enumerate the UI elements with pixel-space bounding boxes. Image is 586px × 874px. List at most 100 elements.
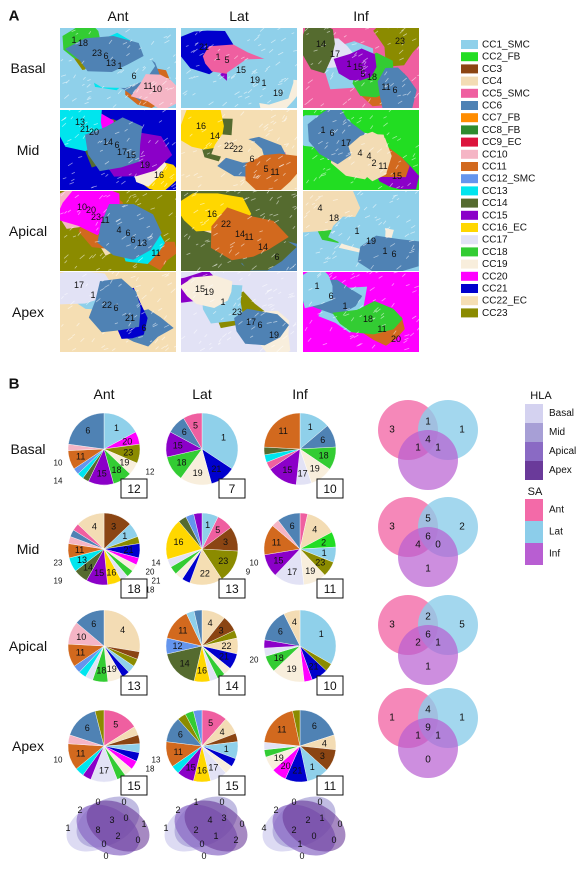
- pie-slice-label: 19: [107, 664, 117, 674]
- cluster-count-box: [316, 775, 344, 796]
- tissue-speckle: [60, 191, 65, 197]
- cluster-number: 1: [382, 246, 387, 256]
- tissue-speckle: [332, 250, 336, 255]
- legend-swatch: [461, 210, 478, 220]
- tissue-speckle: [322, 168, 326, 170]
- legend-label: CC9_EC: [482, 137, 521, 148]
- tissue-speckle: [136, 303, 142, 308]
- cluster-count-box: [316, 478, 344, 499]
- tissue-speckle: [207, 284, 214, 288]
- tissue-speckle: [373, 310, 378, 313]
- pie-slice-label: 6: [178, 730, 183, 740]
- cluster-number: 11: [244, 232, 253, 242]
- tissue-speckle: [217, 137, 221, 140]
- tissue-speckle: [101, 279, 105, 282]
- tissue-speckle: [404, 233, 410, 237]
- tissue-speckle: [230, 245, 234, 249]
- tissue-speckle: [326, 28, 330, 30]
- tissue-speckle: [135, 198, 139, 203]
- pie-outside-label: 14: [54, 477, 63, 486]
- venn-count: 2: [291, 825, 296, 835]
- tissue-speckle: [416, 327, 419, 331]
- legend-swatch: [461, 149, 478, 159]
- tissue-speckle: [412, 153, 416, 157]
- tissue-speckle: [396, 186, 401, 189]
- tissue-speckle: [370, 264, 374, 270]
- tissue-speckle: [406, 219, 411, 223]
- pie-slice-label: 14: [83, 563, 93, 573]
- tissue-speckle: [186, 252, 191, 255]
- tissue-speckle: [365, 28, 370, 30]
- tissue-speckle: [162, 80, 167, 85]
- tissue-speckle: [357, 299, 361, 303]
- tissue-speckle: [366, 272, 369, 274]
- venn-count: 0: [201, 851, 206, 861]
- tissue-speckle: [133, 173, 137, 178]
- pie-slice-label: 1: [308, 422, 313, 432]
- tissue-speckle: [266, 288, 273, 293]
- tissue-speckle: [199, 347, 206, 352]
- tissue-speckle: [360, 41, 365, 44]
- pie-slice: [166, 645, 203, 682]
- tissue-speckle: [228, 249, 232, 254]
- tissue-speckle: [149, 340, 153, 343]
- venn-count: 2: [425, 612, 431, 623]
- tissue-speckle: [396, 265, 402, 270]
- tissue-speckle: [404, 347, 410, 351]
- tissue-speckle: [136, 213, 141, 217]
- tissue-speckle: [68, 59, 72, 62]
- tissue-speckle: [228, 313, 232, 316]
- cluster-count: 14: [225, 679, 239, 693]
- tissue-speckle: [258, 123, 264, 128]
- cluster-number: 10: [152, 84, 162, 94]
- tissue-speckle: [407, 182, 412, 186]
- tissue-speckle: [209, 342, 212, 346]
- tissue-speckle: [405, 284, 410, 287]
- tissue-speckle: [175, 188, 176, 190]
- cluster-region: [303, 272, 333, 309]
- pie-slice-label: 4: [322, 738, 327, 748]
- tissue-speckle: [215, 247, 220, 251]
- tissue-speckle: [219, 253, 223, 258]
- venn-count: 1: [213, 831, 218, 841]
- tissue-speckle: [129, 39, 133, 42]
- tissue-speckle: [274, 179, 278, 182]
- tissue-speckle: [268, 265, 274, 269]
- tissue-speckle: [326, 30, 331, 33]
- tissue-speckle: [413, 164, 419, 167]
- tissue-speckle: [163, 137, 169, 142]
- tissue-speckle: [104, 161, 110, 165]
- tissue-speckle: [282, 114, 285, 119]
- tissue-speckle: [234, 252, 240, 256]
- pie-outside-label: 18: [146, 586, 155, 595]
- tissue-speckle: [341, 129, 346, 134]
- tissue-speckle: [251, 70, 256, 75]
- tissue-speckle: [158, 120, 163, 123]
- tissue-speckle: [95, 298, 101, 303]
- tissue-speckle: [266, 321, 272, 324]
- tissue-speckle: [320, 103, 325, 107]
- tissue-speckle: [307, 79, 313, 84]
- tissue-speckle: [192, 294, 196, 299]
- pie-slice-label: 4: [312, 525, 317, 535]
- legend-label: CC22_EC: [482, 296, 527, 307]
- tissue-speckle: [128, 159, 134, 164]
- tissue-speckle: [259, 230, 263, 233]
- tissue-speckle: [138, 336, 143, 338]
- tissue-speckle: [234, 91, 240, 95]
- tissue-speckle: [67, 138, 72, 142]
- pie-slice-label: 15: [186, 763, 196, 773]
- tissue-speckle: [247, 318, 252, 322]
- tissue-speckle: [357, 191, 362, 196]
- tissue-speckle: [318, 174, 323, 179]
- tissue-speckle: [185, 45, 189, 47]
- tissue-speckle: [137, 203, 142, 206]
- tissue-speckle: [317, 311, 323, 315]
- pie-slice-label: 20: [122, 436, 132, 446]
- tissue-speckle: [193, 312, 197, 316]
- tissue-speckle: [227, 331, 232, 335]
- pie-slice-label: 11: [272, 537, 281, 547]
- cluster-region: [377, 67, 417, 108]
- tile-regions: 14 6 22 14 16 11: [181, 191, 297, 271]
- tissue-speckle: [266, 175, 272, 180]
